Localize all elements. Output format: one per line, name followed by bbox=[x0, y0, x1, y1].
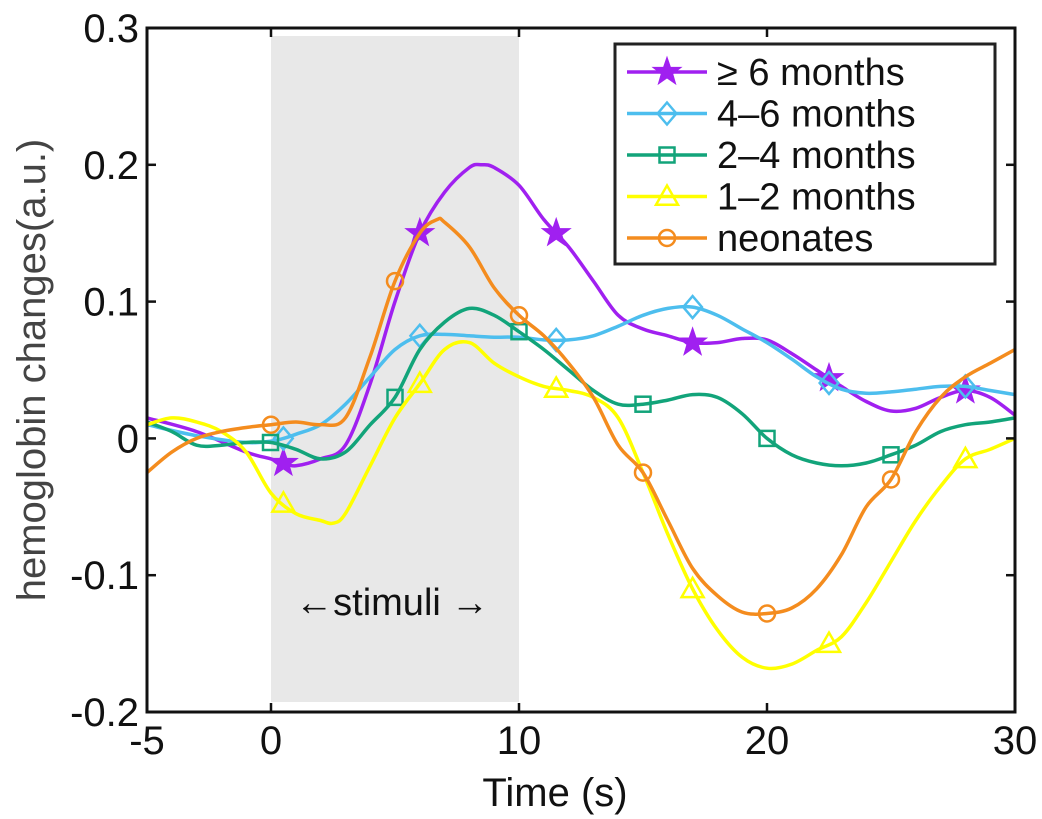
data-point-marker bbox=[540, 216, 572, 247]
legend-label: ≥ 6 months bbox=[717, 52, 905, 94]
data-point-marker bbox=[509, 306, 529, 325]
stimulus-left-arrow: ← bbox=[295, 582, 333, 624]
stimulus-label: ←stimuli → bbox=[295, 582, 489, 624]
series-4 bbox=[145, 216, 1016, 623]
data-point-marker bbox=[261, 433, 280, 452]
series-3 bbox=[146, 340, 1016, 671]
axes-frame bbox=[145, 26, 1017, 714]
y-tick-label: 0.1 bbox=[83, 281, 139, 325]
data-point-marker bbox=[406, 370, 433, 394]
y-tick-label: -0.2 bbox=[70, 691, 139, 735]
data-point-marker bbox=[634, 395, 652, 413]
y-tick-label: 0.2 bbox=[83, 144, 139, 188]
x-tick-label: 10 bbox=[497, 719, 542, 763]
x-axis-label: Time (s) bbox=[482, 771, 627, 815]
legend-label: 2–4 months bbox=[717, 135, 916, 177]
legend-item: ≥ 6 months bbox=[627, 52, 905, 94]
legend-label: neonates bbox=[717, 218, 873, 260]
legend-item: neonates bbox=[627, 218, 873, 260]
data-point-marker bbox=[952, 445, 979, 469]
x-tick-label: 30 bbox=[993, 719, 1038, 763]
legend-marker bbox=[656, 100, 678, 127]
data-point-marker bbox=[633, 463, 653, 482]
data-point-marker bbox=[681, 294, 704, 321]
y-tick-label: 0.3 bbox=[83, 7, 139, 51]
series-line bbox=[146, 304, 1016, 445]
stimulus-text: stimuli bbox=[333, 582, 441, 624]
series-line bbox=[146, 340, 1016, 671]
x-tick-label: -5 bbox=[129, 719, 165, 763]
legend-label: 1–2 months bbox=[717, 177, 916, 219]
legend-item: 4–6 months bbox=[627, 94, 916, 136]
legend-item: 1–2 months bbox=[627, 177, 916, 219]
legend-marker bbox=[653, 182, 681, 206]
x-tick-label: 0 bbox=[260, 719, 282, 763]
data-point-marker bbox=[881, 470, 901, 489]
data-point-marker bbox=[386, 388, 404, 407]
data-point-marker bbox=[261, 415, 281, 434]
data-point-marker bbox=[815, 630, 843, 654]
data-point-marker bbox=[385, 271, 405, 291]
legend-marker bbox=[657, 228, 677, 248]
data-point-marker bbox=[882, 446, 900, 464]
legend-marker bbox=[658, 146, 676, 164]
data-point-marker bbox=[757, 604, 777, 623]
data-point-marker bbox=[818, 370, 840, 396]
data-point-marker bbox=[267, 446, 299, 477]
stimulus-right-arrow: → bbox=[451, 582, 489, 624]
legend-label: 4–6 months bbox=[717, 94, 916, 136]
x-tick-label: 20 bbox=[745, 719, 790, 763]
series-line bbox=[145, 216, 1016, 616]
data-point-marker bbox=[679, 575, 706, 599]
y-axis-label: hemoglobin changes(a.u.) bbox=[10, 139, 54, 602]
legend-item: 2–4 months bbox=[627, 135, 916, 177]
data-point-marker bbox=[543, 374, 570, 398]
data-point-marker bbox=[677, 326, 709, 356]
data-point-marker bbox=[758, 429, 776, 448]
legend-marker bbox=[651, 55, 683, 86]
data-point-marker bbox=[270, 489, 297, 513]
stimulus-region bbox=[271, 36, 519, 702]
y-tick-label: 0 bbox=[117, 417, 139, 461]
y-tick-label: -0.1 bbox=[70, 554, 139, 598]
